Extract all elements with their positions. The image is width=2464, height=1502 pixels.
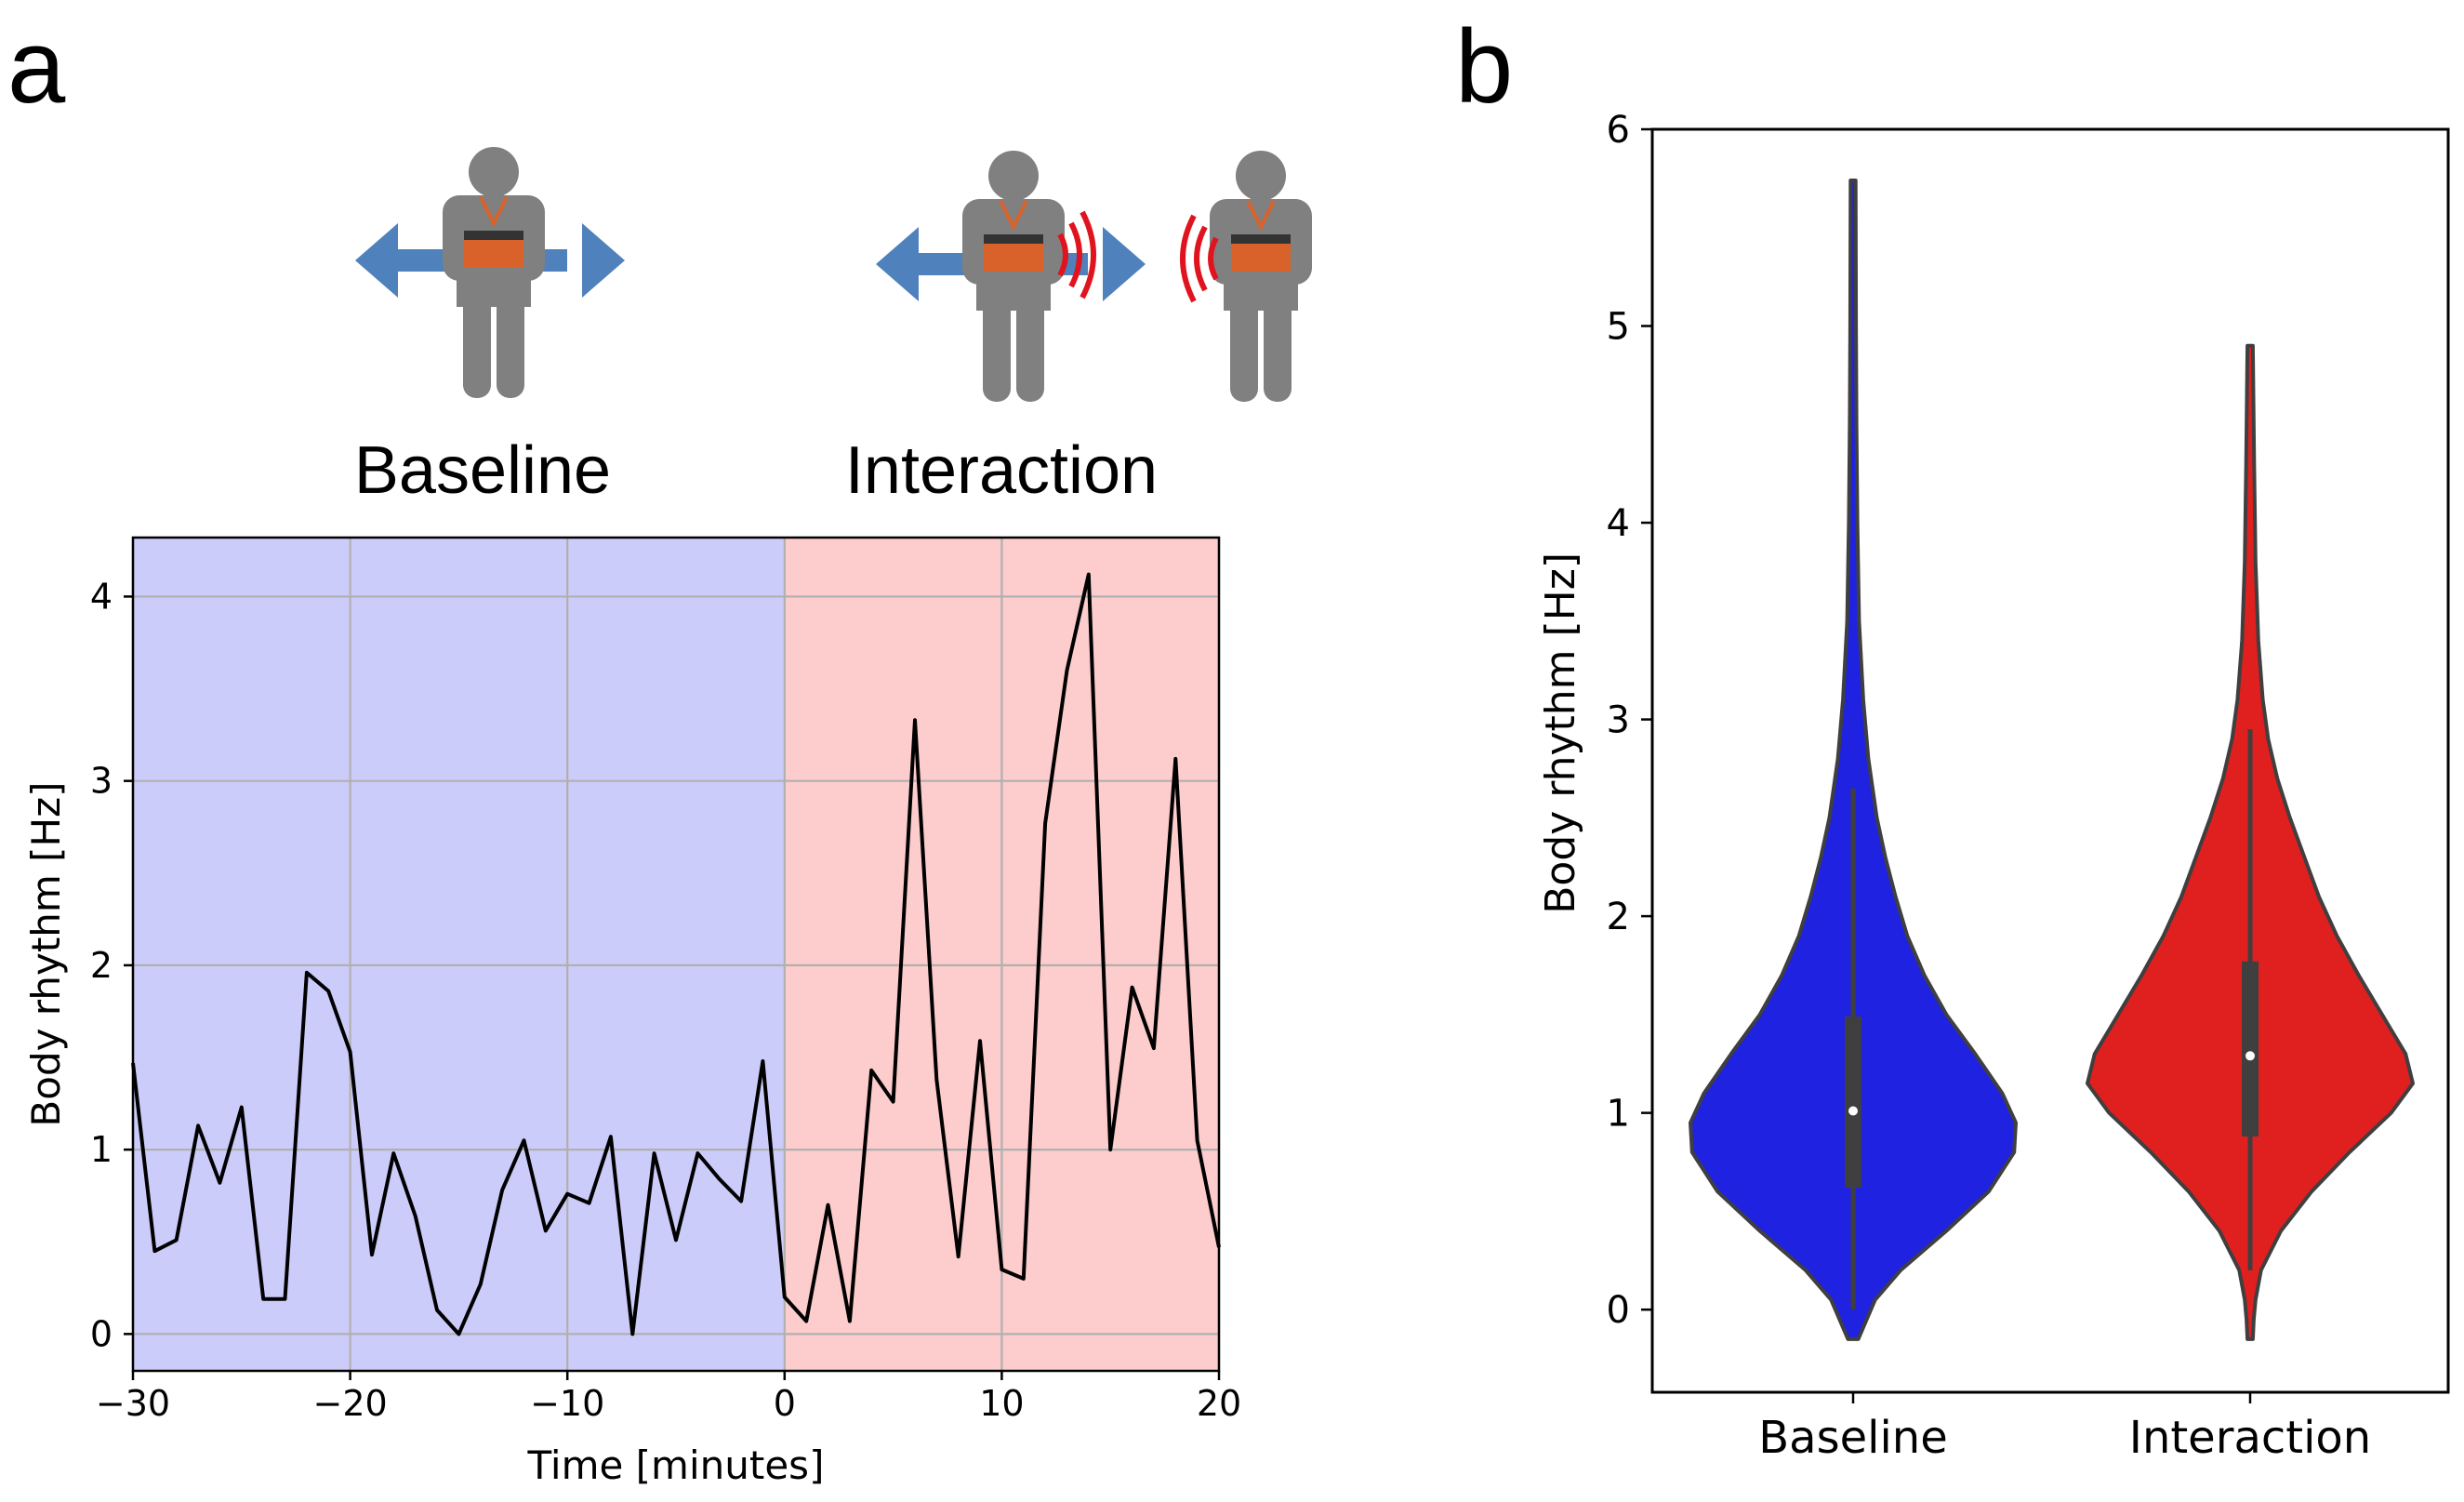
y-tick-label: 1 [1607, 1093, 1630, 1136]
y-tick-label: 1 [90, 1129, 113, 1170]
person-icon [1210, 151, 1312, 402]
y-tick-label: 6 [1607, 109, 1630, 152]
body-rhythm-line [131, 572, 1221, 1336]
plot-frame [1650, 127, 2450, 1394]
y-ticks: 0 1 2 3 4 5 6 [1607, 109, 1652, 1332]
violin-baseline [1689, 179, 2018, 1341]
baseline-label: Baseline [354, 433, 611, 508]
baseline-illustration: Baseline [354, 147, 625, 508]
x-tick-label: −30 [96, 1383, 170, 1424]
y-axis-label: Body rhythm [Hz] [23, 781, 69, 1126]
signal-waves-icon [1057, 210, 1096, 299]
violins [1689, 179, 2415, 1341]
person-icon [443, 147, 545, 398]
x-ticks: Baseline Interaction [1758, 1392, 2371, 1464]
panel-letter-b: b [1455, 8, 1513, 125]
violin-chart: 0 1 2 3 4 5 6 Baseline Interaction Body rhythm … [1537, 109, 2450, 1464]
axes [1650, 127, 2450, 1394]
y-ticks: 0 1 2 3 4 [90, 576, 133, 1354]
iqr-box-interaction [2242, 961, 2259, 1137]
median-dot-interaction [2245, 1051, 2255, 1061]
x-axis-label: Time [minutes] [527, 1442, 825, 1488]
y-tick-label: 4 [90, 576, 113, 617]
signal-waves-icon [1180, 214, 1219, 303]
y-tick-label: 3 [90, 761, 113, 802]
shaded-region-baseline [133, 538, 785, 1371]
x-tick-label: −20 [312, 1383, 387, 1424]
x-tick-label: 20 [1197, 1383, 1241, 1424]
x-tick-label: Baseline [1758, 1412, 1948, 1464]
y-tick-label: 2 [90, 945, 113, 986]
interaction-illustration: Interaction [845, 151, 1312, 508]
panel-letter-a: a [7, 8, 66, 125]
timeseries-chart: −30 −20 −10 0 10 20 0 1 2 3 4 Time [minutes] Body… [23, 536, 1241, 1488]
x-tick-label: −10 [530, 1383, 604, 1424]
person-icon [962, 151, 1065, 402]
y-tick-label: 0 [1607, 1289, 1630, 1332]
x-ticks: −30 −20 −10 0 10 20 [96, 1371, 1241, 1424]
median-dot-baseline [1848, 1106, 1858, 1116]
y-tick-label: 4 [1607, 502, 1630, 545]
y-tick-label: 3 [1607, 699, 1630, 742]
axes [131, 536, 1221, 1373]
y-tick-label: 0 [90, 1313, 113, 1354]
y-axis-label: Body rhythm [Hz] [1537, 552, 1584, 914]
x-tick-label: 10 [979, 1383, 1024, 1424]
plot-frame [131, 536, 1221, 1373]
series-line [131, 572, 1221, 1336]
y-tick-label: 5 [1607, 306, 1630, 349]
shaded-regions [133, 538, 1219, 1371]
iqr-box-baseline [1845, 1016, 1861, 1189]
interaction-label: Interaction [845, 433, 1158, 508]
x-tick-label: 0 [774, 1383, 796, 1424]
y-tick-label: 2 [1607, 896, 1630, 938]
x-tick-label: Interaction [2129, 1412, 2371, 1464]
